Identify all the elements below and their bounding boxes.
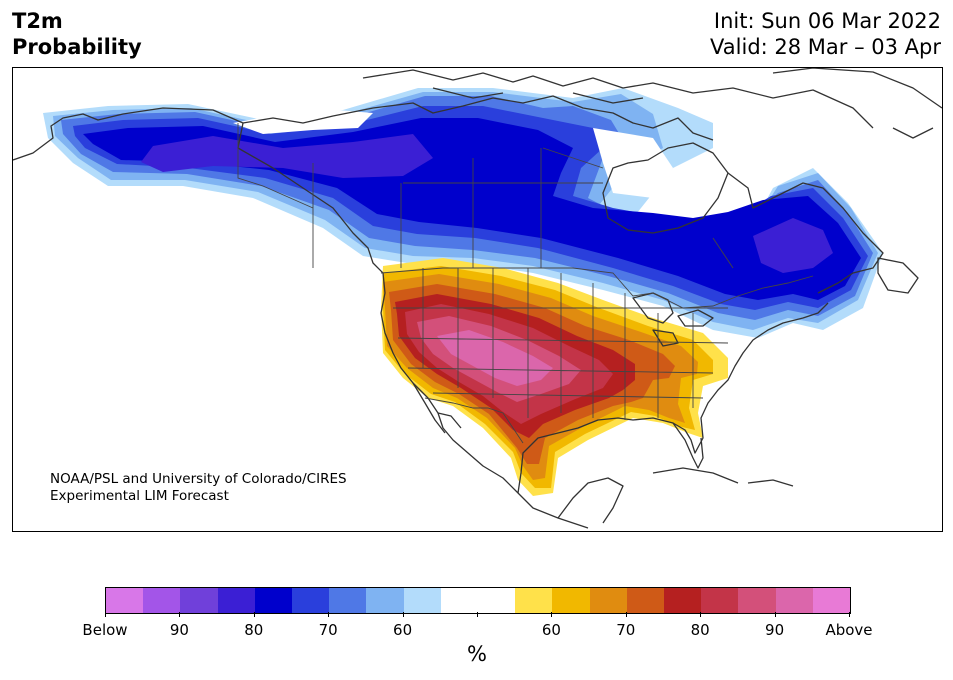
colorbar-tick-label: Above	[825, 621, 873, 639]
colorbar-cell	[478, 588, 516, 613]
colorbar-cell	[254, 588, 293, 613]
below-contour-85-quebec	[753, 218, 833, 273]
colorbar-cell	[292, 588, 330, 613]
below-normal-field	[43, 88, 883, 338]
colorbar-cell	[552, 588, 590, 613]
arctic-coast	[242, 95, 714, 141]
us-states	[393, 268, 729, 420]
colorbar-cell	[626, 588, 665, 613]
colorbar-cell	[217, 588, 255, 613]
us-mexico-border	[424, 397, 524, 444]
arctic-islands	[362, 69, 874, 129]
colorbar-tick-label: 90	[765, 621, 785, 639]
colorbar-cell	[329, 588, 367, 613]
title-variable: T2m	[12, 9, 63, 33]
political-borders	[237, 123, 814, 444]
colorbar-tick	[774, 612, 776, 617]
hispaniola	[747, 479, 794, 487]
colorbar-tick-label: 80	[690, 621, 710, 639]
colorbar-tick-label: 80	[244, 621, 264, 639]
colorbar-cell	[812, 588, 851, 613]
colorbar-tick	[700, 612, 702, 617]
colorbar-cell	[775, 588, 813, 613]
colorbar-cell	[366, 588, 404, 613]
colorbar-cell	[440, 588, 479, 613]
colorbar-tick	[849, 612, 850, 617]
below-gap-east	[593, 128, 673, 198]
greenland-coast	[772, 68, 942, 139]
colorbar-tick	[253, 612, 255, 617]
colorbar-cell	[738, 588, 776, 613]
map-panel: NOAA/PSL and University of Colorado/CIRE…	[12, 67, 943, 532]
florida	[672, 422, 704, 469]
colorbar-tick	[402, 612, 404, 617]
colorbar-tick	[625, 612, 627, 617]
coastlines	[13, 68, 942, 529]
hudson-bay	[602, 142, 729, 234]
credit-line-1: NOAA/PSL and University of Colorado/CIRE…	[50, 471, 347, 487]
forecast-dates: Init: Sun 06 Mar 2022 Valid: 28 Mar – 03…	[710, 8, 941, 60]
cuba	[652, 467, 739, 484]
colorbar-tick	[551, 612, 553, 617]
alaska-coast	[13, 107, 384, 274]
alaska-border	[237, 123, 314, 209]
title-product: Probability	[12, 35, 142, 59]
colorbar-tick-label: 60	[541, 621, 561, 639]
valid-date: Valid: 28 Mar – 03 Apr	[710, 35, 941, 59]
colorbar-tick-label: Below	[82, 621, 128, 639]
newfoundland	[877, 257, 919, 294]
colorbar-cell	[664, 588, 702, 613]
colorbar-tick	[105, 612, 106, 617]
yucatan	[557, 477, 624, 524]
labrador-coast	[727, 172, 884, 294]
colorbar	[105, 587, 851, 614]
colorbar-cell	[701, 588, 739, 613]
gulf-coast	[517, 302, 829, 494]
baja	[412, 382, 462, 434]
credit-line-2: Experimental LIM Forecast	[50, 488, 229, 504]
north-america-map	[13, 68, 942, 529]
colorbar-tick-label: 70	[616, 621, 636, 639]
colorbar-tick-label: 60	[393, 621, 413, 639]
colorbar-cell	[143, 588, 181, 613]
below-contour-85	[141, 134, 433, 178]
colorbar-cell	[515, 588, 553, 613]
map-title: T2m Probability	[12, 8, 142, 60]
colorbar-cell	[106, 588, 144, 613]
us-canada-border	[380, 267, 814, 309]
colorbar-cell	[403, 588, 441, 613]
colorbar-tick-label: 70	[318, 621, 338, 639]
colorbar-cell	[180, 588, 218, 613]
colorbar-unit: %	[467, 642, 487, 666]
colorbar-cell	[589, 588, 627, 613]
canada-provinces	[312, 147, 734, 269]
colorbar-tick	[328, 612, 330, 617]
credit-text: NOAA/PSL and University of Colorado/CIRE…	[50, 471, 347, 505]
colorbar-tick	[477, 612, 478, 617]
init-date: Init: Sun 06 Mar 2022	[713, 9, 941, 33]
colorbar-tick-label: 90	[169, 621, 189, 639]
above-contour-95	[437, 330, 553, 386]
west-coast	[380, 272, 589, 529]
colorbar-tick	[179, 612, 181, 617]
